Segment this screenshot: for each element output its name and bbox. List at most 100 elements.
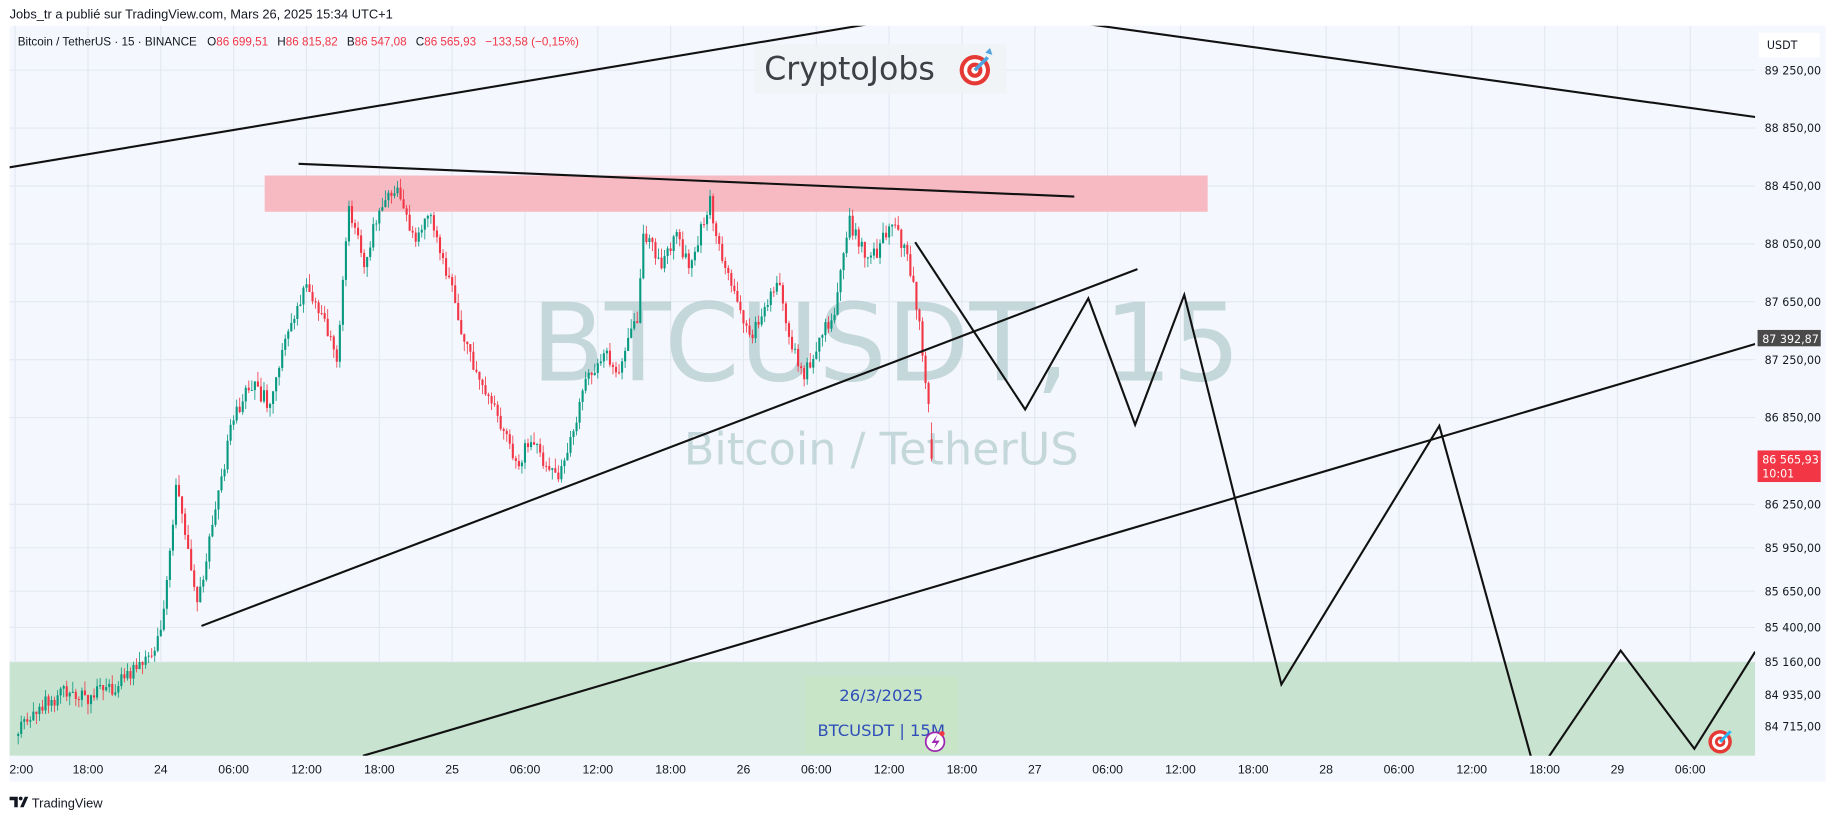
candle-body xyxy=(357,227,360,236)
candle-body xyxy=(344,241,347,280)
candle-body xyxy=(493,403,496,405)
candle-body xyxy=(654,242,657,259)
time-tick: 06:00 xyxy=(1675,762,1706,776)
candle-body xyxy=(617,372,621,374)
candle-body xyxy=(645,233,648,243)
candle-body xyxy=(156,636,159,651)
candle-body xyxy=(921,321,924,356)
candle-body xyxy=(326,318,329,337)
candle-body xyxy=(253,381,256,391)
ohlc-legend: Bitcoin / TetherUS · 15 · BINANCE O86 69… xyxy=(18,36,579,49)
candle-body xyxy=(721,243,724,261)
candle-body xyxy=(885,232,888,238)
candle-body xyxy=(857,229,860,247)
candle-body xyxy=(44,696,47,711)
last-price-label xyxy=(1757,450,1821,483)
candle-body xyxy=(787,323,791,337)
support-trendline-outer[interactable] xyxy=(362,342,1756,756)
candle-body xyxy=(190,548,193,571)
candle-body xyxy=(499,415,502,429)
candle-body xyxy=(150,655,153,657)
legend-high: 86 815,82 xyxy=(286,36,338,49)
support-trendline-inner[interactable] xyxy=(201,268,1138,627)
tradingview-logo-icon xyxy=(9,796,29,808)
legend-symbol[interactable]: Bitcoin / TetherUS · 15 · BINANCE xyxy=(18,36,197,49)
candle-body xyxy=(769,291,772,306)
candle-body xyxy=(238,406,241,413)
candle-body xyxy=(869,255,872,258)
lightning-icon[interactable] xyxy=(924,731,946,753)
candle-body xyxy=(906,244,909,255)
candle-body xyxy=(715,223,718,237)
currency-button[interactable] xyxy=(1758,32,1820,58)
candle-body xyxy=(99,685,102,687)
time-tick: 06:00 xyxy=(1384,762,1415,776)
candle-body xyxy=(417,232,420,242)
legend-close: 86 565,93 xyxy=(424,36,476,49)
candle-body xyxy=(490,396,493,404)
candle-body xyxy=(193,570,196,587)
price-tick: 87 250,00 xyxy=(1765,354,1822,367)
candle-body xyxy=(554,468,557,473)
candle-body xyxy=(296,305,299,319)
candle-body xyxy=(745,323,748,326)
time-tick: 06:00 xyxy=(510,762,541,776)
candle-body xyxy=(275,377,278,392)
candle-body xyxy=(350,206,354,224)
candle-body xyxy=(423,218,426,230)
candle-body xyxy=(375,223,378,225)
candle-body xyxy=(924,355,927,384)
line-price-label xyxy=(1757,329,1821,347)
upper-channel-line-left[interactable] xyxy=(9,22,880,169)
candle-body xyxy=(165,579,168,609)
projection-path[interactable] xyxy=(914,241,1535,772)
candle-body xyxy=(581,390,584,403)
candle-body xyxy=(360,235,363,253)
candle-body xyxy=(171,524,174,551)
candle-body xyxy=(730,272,733,286)
candle-body xyxy=(520,462,523,467)
candle-body xyxy=(429,215,432,217)
time-axis[interactable] xyxy=(9,755,1756,782)
price-axis[interactable] xyxy=(1755,25,1826,782)
candle-body xyxy=(472,351,475,370)
candle-body xyxy=(803,368,806,380)
time-tick: 06:00 xyxy=(1092,762,1123,776)
candle-body xyxy=(551,468,554,470)
time-tick: 12:00 xyxy=(291,762,322,776)
candle-body xyxy=(894,224,897,226)
candle-body xyxy=(614,366,618,373)
candle-body xyxy=(281,349,284,368)
candle-body xyxy=(105,687,108,691)
candle-body xyxy=(196,586,199,603)
target-dart-icon xyxy=(1708,730,1732,754)
price-tick: 89 250,00 xyxy=(1765,64,1822,77)
candle-body xyxy=(174,484,178,525)
candle-body xyxy=(542,452,545,466)
candle-body xyxy=(642,233,645,279)
upper-channel-line-right[interactable] xyxy=(1074,22,1756,119)
candle-body xyxy=(445,258,448,276)
candle-body xyxy=(265,390,269,408)
candle-body xyxy=(323,313,326,319)
candle-body xyxy=(806,362,809,380)
candle-body xyxy=(435,230,439,238)
candle-body xyxy=(809,362,812,368)
candle-body xyxy=(144,656,147,665)
candle-body xyxy=(65,686,68,697)
resistance-trendline[interactable] xyxy=(298,162,1075,198)
projection-path-end[interactable] xyxy=(1542,648,1756,767)
candle-body xyxy=(927,383,930,404)
candle-body xyxy=(702,224,706,226)
candle-body xyxy=(132,664,135,679)
candle-body xyxy=(915,281,918,310)
time-tick: 18:00 xyxy=(364,762,395,776)
candle-body xyxy=(526,443,530,448)
candle-body xyxy=(760,316,763,325)
candle-body xyxy=(338,324,341,362)
price-tick: 85 950,00 xyxy=(1765,542,1822,555)
candle-body xyxy=(648,238,651,243)
candle-body xyxy=(797,348,800,367)
candle-body xyxy=(505,430,508,435)
